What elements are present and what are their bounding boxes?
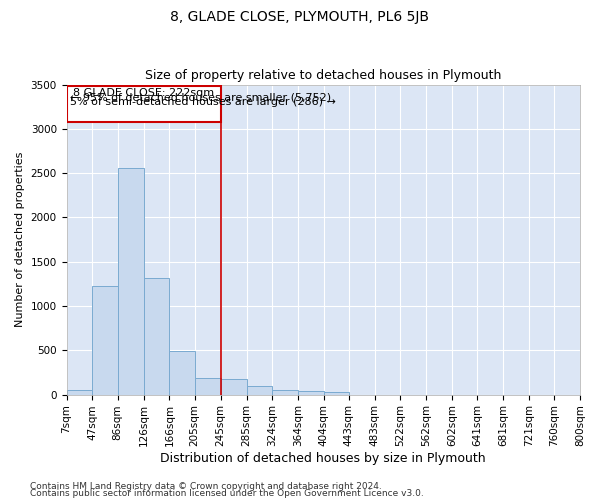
Bar (272, 390, 298, 394)
Bar (298, 391, 323, 394)
Y-axis label: Number of detached properties: Number of detached properties (15, 152, 25, 328)
Bar (169, 351, 195, 395)
Bar (67, 390, 92, 394)
Bar (92, 286, 118, 395)
Text: Contains public sector information licensed under the Open Government Licence v3: Contains public sector information licen… (30, 489, 424, 498)
Bar (67, 86, 221, 122)
Bar (323, 392, 349, 394)
Bar (143, 278, 169, 394)
Text: ← 95% of detached houses are smaller (5,752): ← 95% of detached houses are smaller (5,… (70, 92, 331, 102)
Text: 8 GLADE CLOSE: 222sqm: 8 GLADE CLOSE: 222sqm (73, 88, 214, 98)
Text: Contains HM Land Registry data © Crown copyright and database right 2024.: Contains HM Land Registry data © Crown c… (30, 482, 382, 491)
Bar (247, 386, 272, 394)
X-axis label: Distribution of detached houses by size in Plymouth: Distribution of detached houses by size … (160, 452, 486, 465)
Text: 8, GLADE CLOSE, PLYMOUTH, PL6 5JB: 8, GLADE CLOSE, PLYMOUTH, PL6 5JB (170, 10, 430, 24)
Bar (118, 168, 143, 394)
Bar (195, 378, 221, 394)
Bar (221, 379, 247, 394)
Text: 5% of semi-detached houses are larger (286) →: 5% of semi-detached houses are larger (2… (70, 98, 335, 108)
Title: Size of property relative to detached houses in Plymouth: Size of property relative to detached ho… (145, 69, 502, 82)
